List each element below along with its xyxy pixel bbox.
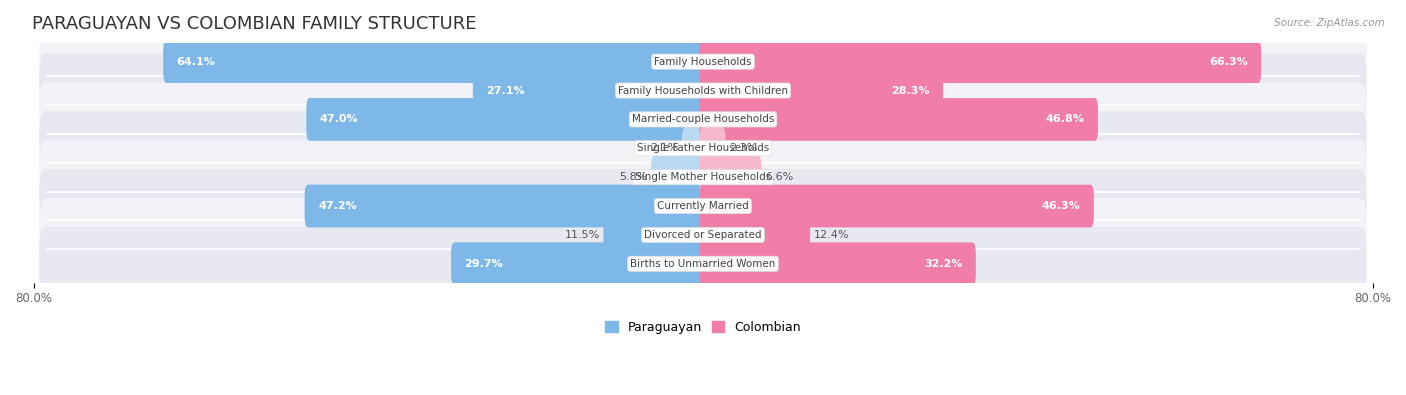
Text: 27.1%: 27.1% bbox=[486, 86, 524, 96]
Text: 2.3%: 2.3% bbox=[728, 143, 758, 153]
Text: Single Mother Households: Single Mother Households bbox=[636, 172, 770, 182]
FancyBboxPatch shape bbox=[39, 111, 1367, 185]
Text: 2.1%: 2.1% bbox=[651, 143, 679, 153]
Text: 47.2%: 47.2% bbox=[318, 201, 357, 211]
FancyBboxPatch shape bbox=[39, 25, 1367, 99]
FancyBboxPatch shape bbox=[700, 127, 725, 170]
FancyBboxPatch shape bbox=[700, 185, 1094, 228]
FancyBboxPatch shape bbox=[651, 156, 706, 199]
Text: Single Father Households: Single Father Households bbox=[637, 143, 769, 153]
Text: 46.8%: 46.8% bbox=[1046, 115, 1084, 124]
FancyBboxPatch shape bbox=[163, 40, 706, 83]
Text: 46.3%: 46.3% bbox=[1042, 201, 1080, 211]
Text: 32.2%: 32.2% bbox=[924, 259, 963, 269]
Text: 11.5%: 11.5% bbox=[565, 230, 600, 240]
Text: Married-couple Households: Married-couple Households bbox=[631, 115, 775, 124]
Text: Family Households with Children: Family Households with Children bbox=[619, 86, 787, 96]
Text: Family Households: Family Households bbox=[654, 56, 752, 67]
FancyBboxPatch shape bbox=[39, 83, 1367, 156]
FancyBboxPatch shape bbox=[39, 169, 1367, 243]
Text: Source: ZipAtlas.com: Source: ZipAtlas.com bbox=[1274, 18, 1385, 28]
FancyBboxPatch shape bbox=[39, 54, 1367, 128]
Text: 5.8%: 5.8% bbox=[620, 172, 648, 182]
Text: 28.3%: 28.3% bbox=[891, 86, 929, 96]
FancyBboxPatch shape bbox=[39, 198, 1367, 272]
FancyBboxPatch shape bbox=[603, 214, 706, 256]
FancyBboxPatch shape bbox=[307, 98, 706, 141]
FancyBboxPatch shape bbox=[700, 214, 810, 256]
Text: Divorced or Separated: Divorced or Separated bbox=[644, 230, 762, 240]
Text: 6.6%: 6.6% bbox=[765, 172, 793, 182]
FancyBboxPatch shape bbox=[700, 69, 943, 112]
FancyBboxPatch shape bbox=[700, 156, 762, 199]
Text: 12.4%: 12.4% bbox=[814, 230, 849, 240]
FancyBboxPatch shape bbox=[39, 140, 1367, 214]
FancyBboxPatch shape bbox=[700, 243, 976, 285]
Text: PARAGUAYAN VS COLOMBIAN FAMILY STRUCTURE: PARAGUAYAN VS COLOMBIAN FAMILY STRUCTURE bbox=[32, 15, 477, 33]
Text: Births to Unmarried Women: Births to Unmarried Women bbox=[630, 259, 776, 269]
FancyBboxPatch shape bbox=[700, 40, 1261, 83]
FancyBboxPatch shape bbox=[39, 227, 1367, 301]
FancyBboxPatch shape bbox=[305, 185, 706, 228]
Text: 47.0%: 47.0% bbox=[319, 115, 359, 124]
Text: 66.3%: 66.3% bbox=[1209, 56, 1247, 67]
FancyBboxPatch shape bbox=[472, 69, 706, 112]
Legend: Paraguayan, Colombian: Paraguayan, Colombian bbox=[603, 318, 803, 336]
Text: 64.1%: 64.1% bbox=[177, 56, 215, 67]
FancyBboxPatch shape bbox=[700, 98, 1098, 141]
FancyBboxPatch shape bbox=[682, 127, 706, 170]
Text: 29.7%: 29.7% bbox=[464, 259, 503, 269]
Text: Currently Married: Currently Married bbox=[657, 201, 749, 211]
FancyBboxPatch shape bbox=[451, 243, 706, 285]
